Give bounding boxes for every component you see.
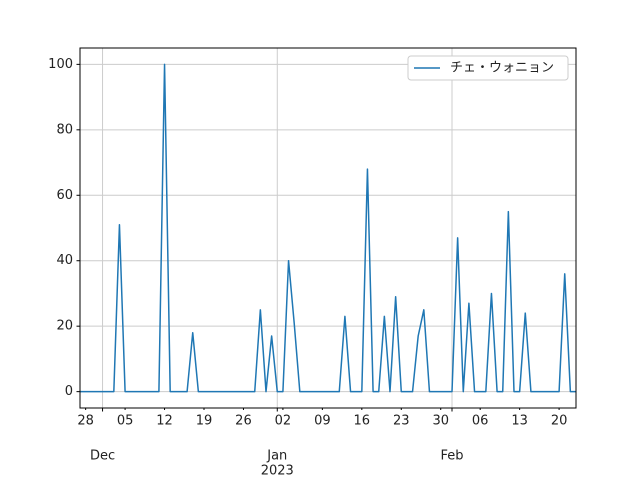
x-month-label: Jan: [266, 449, 287, 464]
x-month-label: Dec: [90, 449, 115, 464]
x-tick-label: 06: [472, 414, 489, 429]
x-month-label: Feb: [440, 449, 463, 464]
y-tick-label: 80: [56, 122, 73, 137]
x-year-label: 2023: [261, 464, 294, 479]
y-tick-label: 20: [56, 319, 73, 334]
x-tick-label: 12: [156, 414, 173, 429]
x-tick-label: 30: [432, 414, 449, 429]
axes-frame: [79, 47, 577, 409]
x-tick-label: 09: [314, 414, 331, 429]
y-tick-label: 100: [48, 57, 73, 72]
legend-box: [407, 55, 569, 81]
x-tick-label: 28: [77, 414, 94, 429]
y-tick-label: 60: [56, 188, 73, 203]
x-tick-label: 05: [117, 414, 134, 429]
x-tick-label: 23: [393, 414, 410, 429]
y-tick-label: 40: [56, 253, 73, 268]
x-tick-label: 02: [275, 414, 292, 429]
x-tick-label: 19: [196, 414, 213, 429]
x-tick-label: 20: [551, 414, 568, 429]
data-line: [80, 63, 576, 393]
legend-label: チェ・ウォニョン: [450, 61, 554, 76]
y-tick-label: 0: [65, 384, 73, 399]
x-tick-label: 13: [511, 414, 528, 429]
x-tick-label: 26: [235, 414, 252, 429]
x-tick-label: 16: [354, 414, 371, 429]
